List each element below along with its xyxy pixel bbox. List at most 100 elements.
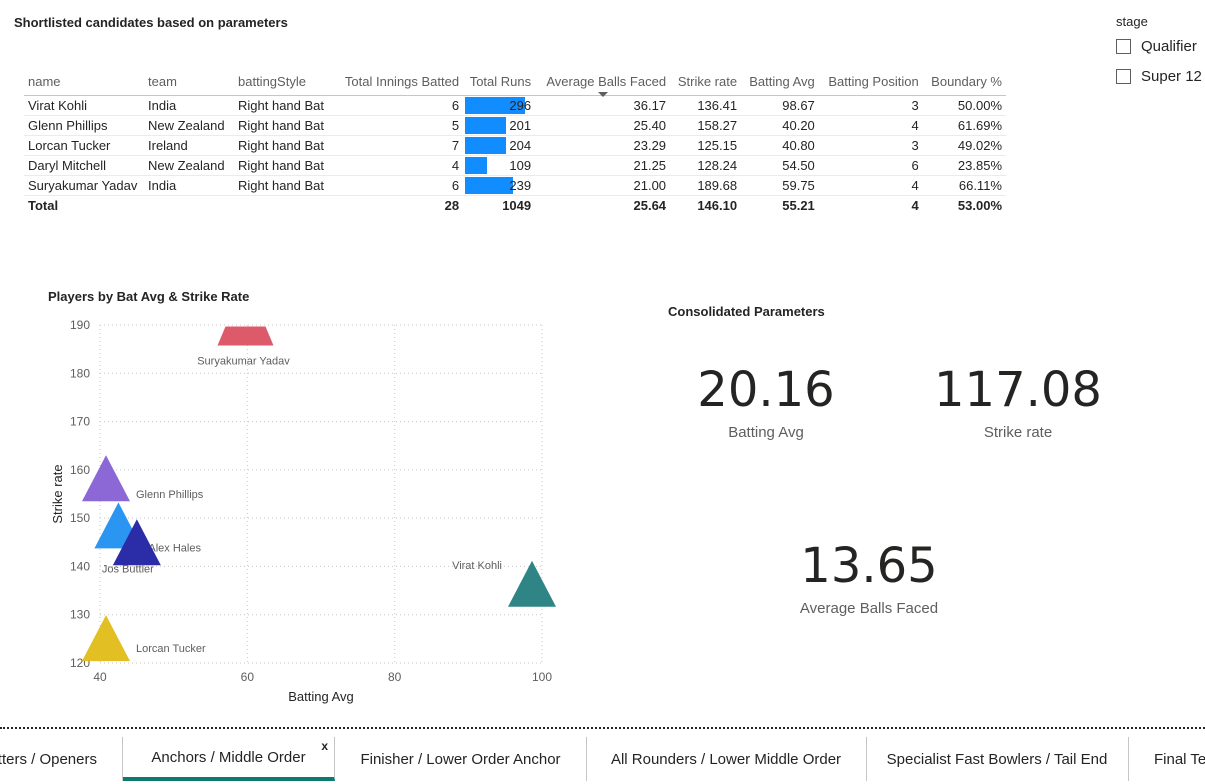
cell-strike-rate: 158.27 [670,115,742,136]
tab-label: Specialist Fast Bowlers / Tail End [886,750,1108,768]
card-batting-avg: 20.16 Batting Avg [680,366,852,441]
cell-total-runs: 296 [463,95,536,116]
runs-value: 204 [509,138,532,153]
y-tick-label: 130 [70,608,90,622]
runs-data-bar [465,97,526,114]
total-innings: 28 [334,195,464,215]
y-tick-label: 170 [70,415,90,429]
cell-innings: 7 [334,135,464,156]
scatter-point-label: Virat Kohli [452,560,502,572]
tab-finisher[interactable]: Finisher / Lower Order Anchor [335,737,587,781]
chart-title: Players by Bat Avg & Strike Rate [48,289,250,304]
table-row[interactable]: Virat Kohli India Right hand Bat 6 296 36.17 1… [24,95,1006,116]
checkbox-icon[interactable] [1116,39,1131,54]
tab-all-rounders[interactable]: All Rounders / Lower Middle Order [586,737,867,781]
tab-label: tters / Openers [0,750,97,768]
scatter-point-label: Lorcan Tucker [136,643,206,655]
card-avg-balls-value: 13.65 [800,538,938,594]
cards-title: Consolidated Parameters [668,304,825,319]
col-header-name[interactable]: name [24,70,144,96]
x-tick-label: 100 [532,670,552,684]
table-row[interactable]: Lorcan Tucker Ireland Right hand Bat 7 204 23… [24,135,1006,156]
card-avg-balls: 13.65 Average Balls Faced [770,542,968,617]
y-tick-label: 190 [70,318,90,332]
col-header-team[interactable]: team [144,70,234,96]
card-strike-rate: 117.08 Strike rate [920,366,1116,441]
cell-strike-rate: 189.68 [670,175,742,196]
x-tick-label: 60 [241,670,255,684]
cell-team: Ireland [144,135,234,156]
total-avg-balls: 25.64 [535,195,671,215]
close-icon[interactable]: x [321,739,328,753]
cell-strike-rate: 128.24 [670,155,742,176]
col-header-strike-rate[interactable]: Strike rate [670,70,742,96]
slicer-option-qualifier[interactable]: Qualifier [1116,38,1197,55]
col-header-batting-style[interactable]: battingStyle [234,70,334,96]
cell-batting-position: 3 [818,95,923,116]
checkbox-icon[interactable] [1116,69,1131,84]
tab-fast-bowlers[interactable]: Specialist Fast Bowlers / Tail End [866,737,1129,781]
slicer-title: stage [1116,14,1148,29]
cell-avg-balls: 21.25 [535,155,671,176]
col-header-boundary[interactable]: Boundary % [922,70,1006,96]
scatter-point [82,455,130,502]
table-total-row: Total 28 1049 25.64 146.10 55.21 4 53.00% [24,195,1006,215]
sort-descending-icon [597,92,608,97]
scatter-point-label: Jos Buttler [102,563,154,575]
scatter-point-label: Suryakumar Yadav [197,356,290,368]
x-tick-label: 40 [93,670,107,684]
cell-boundary: 49.02% [922,135,1006,156]
cell-batting-avg: 98.67 [741,95,819,116]
cell-team: New Zealand [144,155,234,176]
slicer-option-label: Qualifier [1141,38,1197,55]
table-row[interactable]: Glenn Phillips New Zealand Right hand Bat 5… [24,115,1006,136]
tab-anchors-middle-order[interactable]: Anchors / Middle Order x [123,737,335,781]
table-title: Shortlisted candidates based on paramete… [14,15,288,30]
runs-value: 296 [509,98,532,113]
cell-batting-avg: 54.50 [741,155,819,176]
col-header-avg-balls-label: Average Balls Faced [546,74,667,89]
slicer-option-super-12[interactable]: Super 12 [1116,68,1202,85]
cell-boundary: 23.85% [922,155,1006,176]
tab-label: Final Tea [1154,750,1205,768]
col-header-innings[interactable]: Total Innings Batted [334,70,464,96]
col-header-batting-position[interactable]: Batting Position [818,70,923,96]
cell-total-runs: 109 [463,155,536,176]
y-tick-label: 150 [70,511,90,525]
cell-name: Daryl Mitchell [24,155,144,176]
card-strike-rate-label: Strike rate [983,424,1053,441]
table-row[interactable]: Suryakumar Yadav India Right hand Bat 6 239 2… [24,175,1006,196]
card-strike-rate-value: 117.08 [934,362,1102,418]
card-batting-avg-value: 20.16 [697,362,835,418]
runs-data-bar [465,137,507,154]
cell-total-runs: 204 [463,135,536,156]
cell-innings: 6 [334,95,464,116]
table-row[interactable]: Daryl Mitchell New Zealand Right hand Bat 4… [24,155,1006,176]
cell-avg-balls: 23.29 [535,135,671,156]
col-header-batting-avg[interactable]: Batting Avg [741,70,819,96]
cell-batting-style: Right hand Bat [234,95,334,116]
card-batting-avg-label: Batting Avg [728,424,804,441]
total-batting-position: 4 [818,195,923,215]
cell-batting-avg: 40.20 [741,115,819,136]
tab-final-team[interactable]: Final Tea [1128,737,1205,781]
y-tick-label: 140 [70,559,90,573]
cell-name: Virat Kohli [24,95,144,116]
cell-total-runs: 239 [463,175,536,196]
cell-innings: 5 [334,115,464,136]
slicer-option-label: Super 12 [1141,68,1202,85]
col-header-avg-balls[interactable]: Average Balls Faced [535,70,671,97]
cell-innings: 6 [334,175,464,196]
cell-boundary: 50.00% [922,95,1006,116]
cell-total-runs: 201 [463,115,536,136]
scatter-point [217,326,274,346]
scatter-point-label: Alex Hales [148,542,201,554]
total-runs: 1049 [463,195,536,215]
tab-openers[interactable]: tters / Openers [0,737,123,781]
card-avg-balls-label: Average Balls Faced [799,600,939,617]
page-tab-bar: tters / Openers Anchors / Middle Order x… [0,727,1205,784]
cell-strike-rate: 125.15 [670,135,742,156]
cell-batting-style: Right hand Bat [234,155,334,176]
col-header-total-runs[interactable]: Total Runs [463,70,536,96]
